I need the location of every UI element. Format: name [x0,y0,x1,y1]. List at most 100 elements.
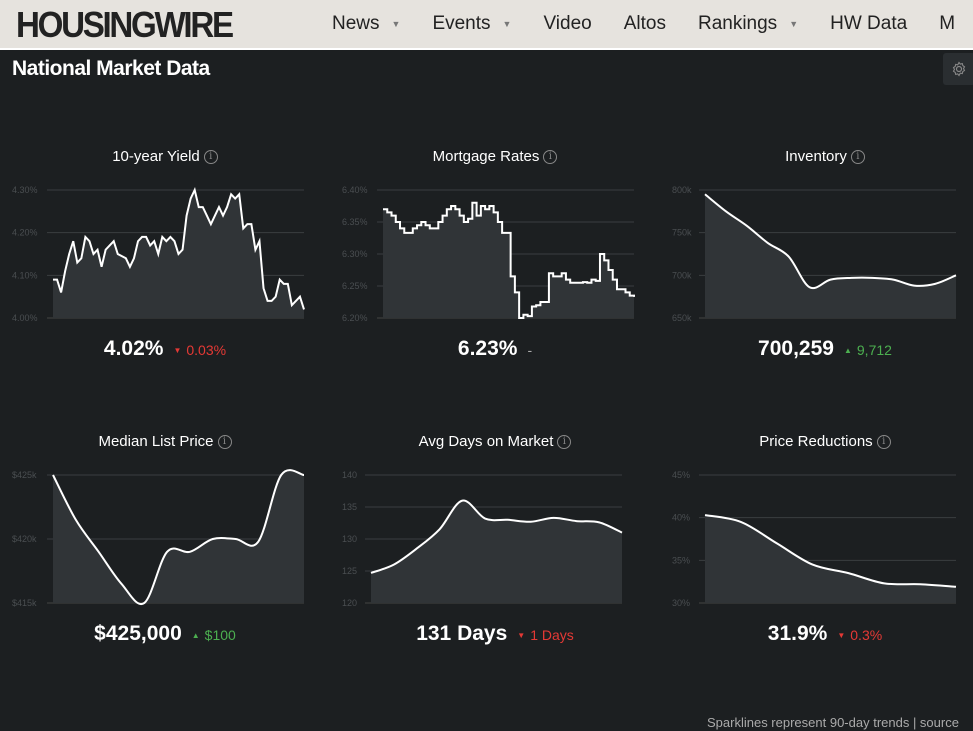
triangle-down-icon: ▼ [173,346,182,355]
triangle-down-icon: ▼ [517,631,526,640]
sparkline-area [371,500,622,603]
info-icon[interactable]: i [557,434,572,449]
metric-value: 4.02% [103,337,164,360]
y-tick-label: 750k [672,228,692,238]
nav-item-events[interactable]: Events ▼ [432,13,511,35]
metric-change: ▼ 0.03% [173,342,226,358]
sparkline-chart: 800k 750k 700k 650k [672,185,957,323]
metric-change: ▼ 1 Days [517,627,574,643]
y-tick-label: $415k [12,598,37,608]
metric-panel-avg-days-on-market: Avg Days on Market i 131 Days ▼ 1 Days 140 13… [330,425,660,655]
metric-value: 6.23% [457,337,518,360]
sparkline-chart: 6.40% 6.35% 6.30% 6.25% 6.20% [342,185,635,323]
metric-change-text: $100 [204,627,236,643]
nav-item-m[interactable]: M [939,13,955,35]
sparkline-chart: 45% 40% 35% 30% [672,470,957,608]
metric-change-text: 0.03% [186,342,227,358]
metric-change-text: 0.3% [850,627,883,643]
panel-title-text: Mortgage Rates [432,148,540,165]
metric-change: ▲ 9,712 [844,342,892,358]
sparkline-line [383,201,635,319]
nav-item-altos[interactable]: Altos [624,13,666,35]
y-tick-label: 4.10% [12,270,38,280]
sparkline-chart: $425k $420k $415k [12,469,305,608]
nav-label: Video [543,13,592,34]
nav-item-hw-data[interactable]: HW Data [830,13,907,35]
y-tick-label: 30% [672,598,690,608]
panel-title: Mortgage Rates i [330,148,660,165]
panel-values: 700,259 ▲ 9,712 [660,337,973,361]
metric-panel-price-reductions: Price Reductions i 31.9% ▼ 0.3% 45% 40% 35% 30% [660,425,973,655]
metric-change: - [527,342,532,358]
panel-title: Price Reductions i [660,433,973,450]
y-tick-label: 4.00% [12,313,38,323]
chevron-down-icon: ▼ [391,19,401,29]
sparkline-area [53,470,304,605]
panel-values: 6.23% - [330,337,660,361]
y-tick-label: $420k [12,534,37,544]
panel-title-text: Median List Price [98,433,214,450]
triangle-up-icon: ▲ [191,631,200,640]
triangle-up-icon: ▲ [843,346,852,355]
metric-change-text: - [527,342,533,358]
housingwire-logo[interactable]: HOUSINGWIRE [16,4,234,45]
y-tick-label: 650k [672,313,692,323]
nav-label: News [332,13,380,34]
metric-change: ▲ $100 [192,627,236,643]
panel-values: 31.9% ▼ 0.3% [660,622,973,646]
metric-value: $425,000 [94,622,182,645]
sparkline-area [705,515,956,603]
chevron-down-icon: ▼ [789,19,799,29]
main-nav: News ▼ Events ▼ Video Altos Rankings ▼ HW Data M [332,13,973,35]
y-tick-label: 6.25% [342,281,368,291]
y-tick-label: 130 [342,534,357,544]
panel-title-text: Avg Days on Market [418,433,554,450]
panel-values: 4.02% ▼ 0.03% [0,337,330,361]
settings-button[interactable] [943,53,973,85]
sparkline-line [704,193,957,290]
site-header: HOUSINGWIRE News ▼ Events ▼ Video Altos Rankin… [0,0,973,50]
metric-change-text: 9,712 [856,342,892,358]
y-tick-label: 700k [672,270,692,280]
y-tick-label: 140 [342,470,357,480]
y-tick-label: 45% [672,470,690,480]
info-icon[interactable]: i [203,149,218,164]
panel-title: 10-year Yield i [0,148,330,165]
y-tick-label: 4.20% [12,228,38,238]
nav-label: HW Data [830,13,908,34]
sparkline-chart: 4.30% 4.20% 4.10% 4.00% [12,185,305,323]
nav-item-video[interactable]: Video [543,13,591,35]
chevron-down-icon: ▼ [502,19,512,29]
sparkline-line [370,499,623,574]
y-tick-label: 135 [342,502,357,512]
metric-panel-inventory: Inventory i 700,259 ▲ 9,712 800k 750k 700k 650k [660,140,973,370]
info-icon[interactable]: i [543,149,558,164]
y-tick-label: 6.30% [342,249,368,259]
y-tick-label: 35% [672,555,690,565]
info-icon[interactable]: i [217,434,232,449]
panel-values: 131 Days ▼ 1 Days [330,622,660,646]
info-icon[interactable]: i [850,149,865,164]
y-tick-label: 6.35% [342,217,368,227]
info-icon[interactable]: i [876,434,891,449]
footer-note: Sparklines represent 90-day trends | sou… [707,715,959,730]
y-tick-label: 40% [672,513,690,523]
metric-panel-median-list-price: Median List Price i $425,000 ▲ $100 $425k $42… [0,425,330,655]
metric-panel-10-year-yield: 10-year Yield i 4.02% ▼ 0.03% 4.30% 4.20% 4.10… [0,140,330,370]
y-tick-label: $425k [12,470,37,480]
metric-panel-mortgage-rates: Mortgage Rates i 6.23% - 6.40% 6.35% 6.30% 6.2… [330,140,660,370]
nav-item-news[interactable]: News ▼ [332,13,400,35]
nav-item-rankings[interactable]: Rankings ▼ [698,13,798,35]
panel-title-text: Price Reductions [759,433,873,450]
panel-title-text: 10-year Yield [112,148,200,165]
nav-label: Rankings [697,13,778,34]
nav-label: Events [432,13,491,34]
metric-change: ▼ 0.3% [837,627,882,643]
y-tick-label: 6.20% [342,313,368,323]
y-tick-label: 6.40% [342,185,368,195]
metric-value: 31.9% [767,622,828,645]
y-tick-label: 125 [342,566,357,576]
panel-title-text: Inventory [785,148,847,165]
page-title: National Market Data [12,57,210,80]
nav-label: M [939,13,956,34]
